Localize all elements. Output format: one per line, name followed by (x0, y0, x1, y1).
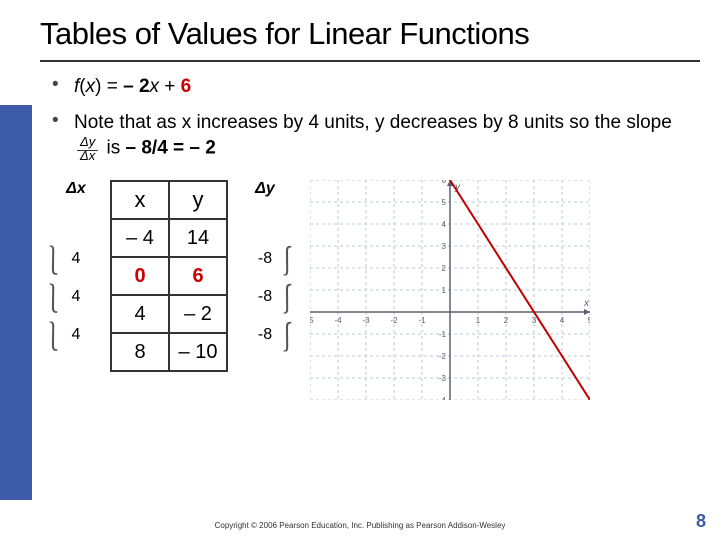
cell-x: – 4 (111, 219, 169, 257)
svg-text:2: 2 (504, 316, 509, 325)
fx-plus: + (159, 76, 181, 97)
dx-value: ⎱4 (52, 278, 100, 316)
frac-den: Δx (77, 148, 98, 162)
table-head-x: x (111, 181, 169, 219)
dy-value: -8⎰ (238, 316, 292, 354)
svg-text:-1: -1 (439, 330, 447, 339)
delta-y-label: Δy (238, 180, 292, 198)
b2-text-b: is (107, 138, 126, 159)
values-table: x y – 4 14 0 6 4 – 2 8 – 10 (110, 180, 228, 372)
svg-text:-1: -1 (418, 316, 426, 325)
delta-x-column: Δx ⎱4 ⎱4 ⎱4 (52, 180, 100, 354)
svg-text:2: 2 (442, 264, 447, 273)
delta-x-label: Δx (52, 180, 100, 198)
content-area: • f(x) = – 2x + 6 • Note that as x incre… (52, 74, 720, 400)
dy-value: -8⎰ (238, 240, 292, 278)
fx-six: 6 (181, 76, 192, 97)
bullet-dot: • (52, 110, 74, 163)
fx-x2: x (150, 76, 160, 97)
svg-text:-3: -3 (362, 316, 370, 325)
b2-text-a: Note that as x increases by 4 units, y d… (74, 112, 672, 133)
fx-eq: ) = (95, 76, 123, 97)
bracket-icon: ⎱ (38, 282, 68, 320)
delta-y-column: Δy -8⎰ -8⎰ -8⎰ (238, 180, 292, 354)
table-head-y: y (169, 181, 227, 219)
svg-text:4: 4 (442, 220, 447, 229)
cell-x: 8 (111, 333, 169, 371)
svg-text:5: 5 (588, 316, 590, 325)
svg-text:4: 4 (560, 316, 565, 325)
bullet-1: • f(x) = – 2x + 6 (52, 74, 700, 100)
bullet-2: • Note that as x increases by 4 units, y… (52, 110, 700, 163)
cell-x: 4 (111, 295, 169, 333)
cell-x: 0 (111, 257, 169, 295)
copyright-footer: Copyright © 2006 Pearson Education, Inc.… (0, 521, 720, 530)
title-underline (40, 60, 700, 62)
dy-value: -8⎰ (238, 278, 292, 316)
bracket-icon: ⎰ (272, 282, 302, 320)
svg-text:1: 1 (442, 286, 447, 295)
svg-text:6: 6 (442, 180, 447, 185)
slope-fraction: Δy Δx (77, 135, 98, 162)
b2-text-c: – 8/4 = – 2 (126, 138, 216, 159)
svg-text:-4: -4 (439, 396, 447, 400)
cell-y: – 2 (169, 295, 227, 333)
bracket-icon: ⎱ (38, 244, 68, 282)
fx-neg2: – 2 (123, 76, 149, 97)
svg-text:5: 5 (442, 198, 447, 207)
table-row: 0 6 (111, 257, 227, 295)
mid-row: Δx ⎱4 ⎱4 ⎱4 x y – 4 14 0 6 4 – 2 (52, 180, 700, 400)
dx-value: ⎱4 (52, 316, 100, 354)
svg-text:-3: -3 (439, 374, 447, 383)
dx-value: ⎱4 (52, 240, 100, 278)
bracket-icon: ⎰ (272, 320, 302, 358)
svg-text:-2: -2 (439, 352, 447, 361)
svg-text:3: 3 (532, 316, 537, 325)
svg-text:1: 1 (476, 316, 481, 325)
svg-text:3: 3 (442, 242, 447, 251)
table-row: – 4 14 (111, 219, 227, 257)
bracket-icon: ⎱ (38, 320, 68, 358)
bullet-dot: • (52, 74, 74, 100)
svg-text:-2: -2 (390, 316, 398, 325)
table-row: 4 – 2 (111, 295, 227, 333)
cell-y: – 10 (169, 333, 227, 371)
svg-text:-5: -5 (310, 316, 314, 325)
bullet-2-text: Note that as x increases by 4 units, y d… (74, 110, 700, 163)
svg-text:x: x (583, 298, 590, 309)
table-row: 8 – 10 (111, 333, 227, 371)
cell-y: 6 (169, 257, 227, 295)
bullet-1-text: f(x) = – 2x + 6 (74, 74, 700, 100)
cell-y: 14 (169, 219, 227, 257)
svg-text:-4: -4 (334, 316, 342, 325)
fx-x: x (86, 76, 96, 97)
bracket-icon: ⎰ (272, 244, 302, 282)
chart-container: xy-5-4-3-2-112345-4-3-2-1123456 (310, 180, 590, 400)
slide-title: Tables of Values for Linear Functions (0, 0, 720, 60)
left-accent-bar (0, 105, 32, 500)
page-number: 8 (696, 511, 706, 532)
line-chart: xy-5-4-3-2-112345-4-3-2-1123456 (310, 180, 590, 400)
